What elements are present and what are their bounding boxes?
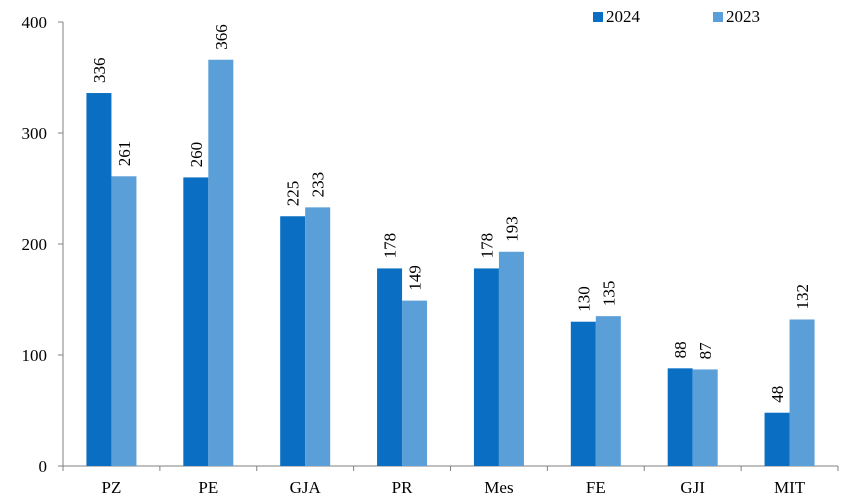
x-tick-label: GJI <box>680 478 705 497</box>
data-label: 336 <box>90 58 109 84</box>
x-tick-label: FE <box>586 478 606 497</box>
y-tick-label: 200 <box>22 235 48 254</box>
bar-2024 <box>764 412 790 466</box>
data-label: 233 <box>309 172 328 198</box>
y-tick-label: 100 <box>22 346 48 365</box>
x-tick-label: MIT <box>774 478 806 497</box>
x-tick-label: PR <box>392 478 413 497</box>
bar-2024 <box>377 268 403 466</box>
data-label: 135 <box>599 281 618 307</box>
bar-2024 <box>473 268 499 466</box>
bar-2024 <box>667 368 693 466</box>
data-label: 130 <box>574 286 593 312</box>
x-axis: PZ PE GJA PR Mes FE GJI MIT <box>62 465 839 497</box>
bar-2023 <box>208 59 234 467</box>
data-label: 149 <box>406 265 425 291</box>
legend-swatch-2024 <box>593 12 603 22</box>
legend: 2024 2023 <box>593 7 760 26</box>
data-label: 366 <box>212 24 231 50</box>
data-label: 260 <box>187 142 206 168</box>
y-tick-label: 0 <box>39 457 48 476</box>
bar-2024 <box>183 177 209 466</box>
data-label: 193 <box>502 216 521 242</box>
bars <box>86 59 815 467</box>
data-label: 48 <box>768 386 787 403</box>
data-label: 88 <box>671 341 690 358</box>
data-label: 178 <box>477 233 496 259</box>
y-axis: 0 100 200 300 400 <box>22 13 64 476</box>
bar-2024 <box>86 93 112 466</box>
bar-2023 <box>595 316 621 466</box>
y-tick-label: 300 <box>22 124 48 143</box>
data-label: 261 <box>115 141 134 167</box>
bar-2024 <box>570 321 596 466</box>
legend-label: 2024 <box>606 7 641 26</box>
data-label: 87 <box>696 342 715 360</box>
bar-2023 <box>692 369 718 466</box>
data-label: 178 <box>381 233 400 259</box>
x-tick-label: PE <box>198 478 218 497</box>
bar-2023 <box>402 300 428 466</box>
x-tick-label: GJA <box>290 478 322 497</box>
data-label: 132 <box>793 284 812 310</box>
data-labels: 336 261 260 366 225 233 178 149 178 193 130 135 88 87… <box>90 24 812 402</box>
bar-2023 <box>789 319 815 466</box>
legend-label: 2023 <box>726 7 760 26</box>
bar-2023 <box>111 176 137 467</box>
bar-2024 <box>280 216 306 466</box>
bar-2023 <box>498 251 524 466</box>
x-tick-label: PZ <box>102 478 122 497</box>
data-label: 225 <box>284 181 303 207</box>
x-tick-label: Mes <box>484 478 513 497</box>
legend-swatch-2023 <box>713 12 723 22</box>
bar-2023 <box>305 207 331 466</box>
y-tick-label: 400 <box>22 13 48 32</box>
